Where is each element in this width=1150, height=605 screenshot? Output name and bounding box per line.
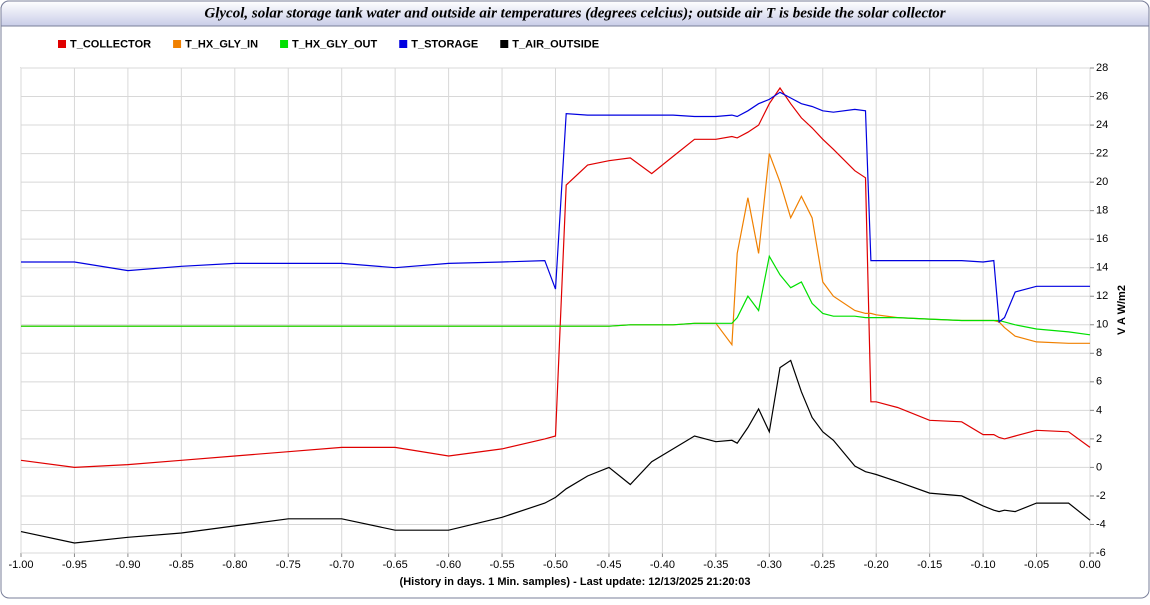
legend-label: T_AIR_OUTSIDE: [512, 38, 599, 50]
x-tick-label: -0.45: [596, 559, 621, 571]
x-tick-label: -0.55: [490, 559, 515, 571]
x-tick-label: -0.05: [1024, 559, 1049, 571]
y-tick-label: 0: [1096, 461, 1102, 473]
x-tick-label: -0.95: [62, 559, 87, 571]
x-tick-label: -0.35: [703, 559, 728, 571]
y-tick-label: 2: [1096, 433, 1102, 445]
x-tick-label: -0.65: [383, 559, 408, 571]
y-tick-label: 26: [1096, 90, 1108, 102]
y-tick-label: 24: [1096, 119, 1108, 131]
legend-swatch: [399, 40, 408, 48]
x-tick-label: -0.80: [222, 559, 247, 571]
legend-label: T_COLLECTOR: [70, 38, 151, 50]
y-tick-label: 6: [1096, 376, 1102, 388]
y-tick-label: 28: [1096, 62, 1108, 74]
legend-swatch: [58, 40, 66, 48]
x-tick-label: -0.90: [115, 559, 140, 571]
legend-label: T_STORAGE: [411, 38, 478, 50]
y-axis-label: V A W/m2: [1116, 285, 1128, 335]
x-tick-label: -0.10: [971, 559, 996, 571]
y-tick-label: 20: [1096, 176, 1108, 188]
series-line: [21, 254, 1091, 336]
legend-label: T_HX_GLY_OUT: [292, 38, 377, 50]
y-tick-label: 22: [1096, 147, 1108, 159]
x-axis-label: (History in days. 1 Min. samples) - Last…: [400, 576, 751, 588]
series-line: [21, 91, 1090, 324]
y-tick-label: -6: [1096, 547, 1106, 559]
x-tick-label: 0.00: [1079, 559, 1100, 571]
x-tick-label: -0.40: [650, 559, 675, 571]
y-tick-label: 12: [1096, 290, 1108, 302]
y-tick-label: 18: [1096, 205, 1108, 217]
y-tick-label: -4: [1096, 518, 1106, 530]
x-tick-label: -0.85: [169, 559, 194, 571]
series-line: [20, 86, 1091, 469]
x-tick-label: -0.60: [436, 559, 461, 571]
series-line: [20, 359, 1091, 544]
chart-title: Glycol, solar storage tank water and out…: [204, 5, 945, 21]
y-tick-label: 14: [1096, 262, 1108, 274]
legend-label: T_HX_GLY_IN: [185, 38, 258, 50]
x-tick-label: -0.25: [810, 559, 835, 571]
y-tick-label: 16: [1096, 233, 1108, 245]
x-tick-label: -0.30: [757, 559, 782, 571]
y-tick-label: 4: [1096, 404, 1102, 416]
legend-swatch: [280, 40, 289, 48]
y-tick-label: -2: [1096, 490, 1106, 502]
x-tick-label: -0.20: [864, 559, 889, 571]
x-tick-label: -0.50: [543, 559, 568, 571]
legend-swatch: [173, 40, 182, 48]
y-tick-label: 10: [1096, 319, 1108, 331]
x-tick-label: -1.00: [8, 559, 33, 571]
x-tick-label: -0.75: [276, 559, 301, 571]
title-bar: [0, 0, 1150, 27]
x-tick-label: -0.15: [917, 559, 942, 571]
legend-swatch: [500, 40, 509, 48]
x-tick-label: -0.70: [329, 559, 354, 571]
y-tick-label: 8: [1096, 347, 1102, 359]
